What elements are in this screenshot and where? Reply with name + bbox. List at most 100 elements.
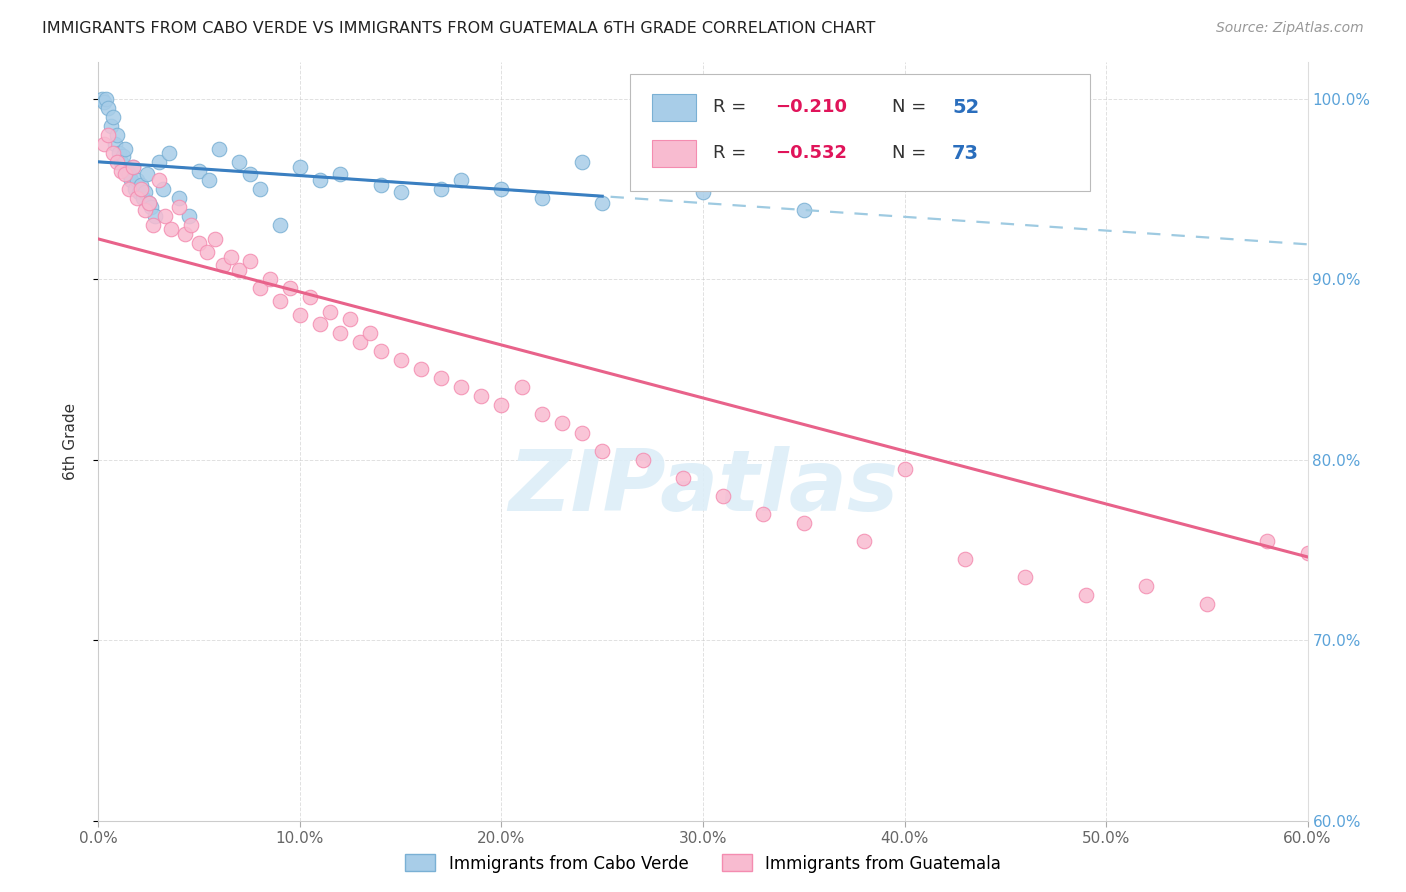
Point xyxy=(430,182,453,196)
Point xyxy=(672,470,695,484)
Point xyxy=(204,232,226,246)
Point xyxy=(651,173,673,187)
Text: Source: ZipAtlas.com: Source: ZipAtlas.com xyxy=(1216,21,1364,35)
Point xyxy=(125,191,148,205)
Text: N =: N = xyxy=(891,145,932,162)
Point xyxy=(370,178,392,193)
Text: N =: N = xyxy=(891,98,932,116)
Point xyxy=(409,362,432,376)
Point xyxy=(450,380,472,394)
Point xyxy=(389,186,412,200)
Point xyxy=(138,196,160,211)
Legend: Immigrants from Cabo Verde, Immigrants from Guatemala: Immigrants from Cabo Verde, Immigrants f… xyxy=(398,847,1008,880)
Point xyxy=(198,173,221,187)
Point xyxy=(120,173,142,187)
Point xyxy=(1014,570,1036,584)
Point xyxy=(288,308,311,322)
Point xyxy=(134,186,156,200)
Point xyxy=(530,191,553,205)
Point xyxy=(143,209,166,223)
Point xyxy=(111,149,134,163)
Point xyxy=(180,218,202,232)
Bar xyxy=(652,140,696,167)
Point xyxy=(269,218,291,232)
Point xyxy=(157,145,180,160)
Point xyxy=(142,218,165,232)
Text: ZIPatlas: ZIPatlas xyxy=(508,445,898,529)
Point xyxy=(121,160,143,174)
Y-axis label: 6th Grade: 6th Grade xyxy=(63,403,77,480)
Text: 52: 52 xyxy=(952,97,980,117)
Point xyxy=(239,167,262,181)
Point xyxy=(591,196,613,211)
Point xyxy=(1256,533,1278,548)
Point xyxy=(893,461,915,475)
Point xyxy=(97,128,120,142)
Point xyxy=(1135,579,1157,593)
Point xyxy=(793,203,815,218)
Point xyxy=(309,317,332,331)
Point xyxy=(278,281,301,295)
Point xyxy=(1296,546,1319,560)
Point xyxy=(148,173,170,187)
Point xyxy=(188,163,211,178)
Point xyxy=(329,326,352,341)
Point xyxy=(228,154,250,169)
Point xyxy=(389,353,412,368)
Point xyxy=(259,272,281,286)
Point xyxy=(491,399,513,413)
Point xyxy=(138,196,160,211)
Bar xyxy=(630,74,1090,191)
Point xyxy=(129,182,152,196)
Text: −0.532: −0.532 xyxy=(776,145,848,162)
Point xyxy=(1195,597,1218,611)
Point xyxy=(591,443,613,458)
Point xyxy=(212,258,235,272)
Point xyxy=(110,163,132,178)
Point xyxy=(853,533,876,548)
Point xyxy=(118,167,141,181)
Point xyxy=(450,173,472,187)
Point xyxy=(100,119,122,133)
Point xyxy=(491,182,513,196)
Point xyxy=(299,290,322,304)
Point xyxy=(631,452,654,467)
Point xyxy=(139,200,162,214)
Point xyxy=(132,191,155,205)
Point xyxy=(953,552,976,566)
Point xyxy=(571,425,593,440)
Point xyxy=(329,167,352,181)
Point xyxy=(793,516,815,530)
Point xyxy=(134,203,156,218)
Text: R =: R = xyxy=(713,145,752,162)
Point xyxy=(249,281,271,295)
Point xyxy=(105,128,128,142)
Point xyxy=(470,389,492,403)
Point xyxy=(96,91,118,105)
Point xyxy=(269,293,291,308)
Point xyxy=(114,142,136,156)
Point xyxy=(148,154,170,169)
Point xyxy=(228,263,250,277)
Point xyxy=(430,371,453,385)
Point xyxy=(239,254,262,268)
Point xyxy=(1074,588,1097,602)
Point xyxy=(188,235,211,250)
Point xyxy=(152,182,174,196)
Point xyxy=(115,163,138,178)
Point xyxy=(97,101,120,115)
Text: −0.210: −0.210 xyxy=(776,98,848,116)
Point xyxy=(110,154,132,169)
Point xyxy=(571,154,593,169)
Point xyxy=(360,326,382,341)
Point xyxy=(93,95,115,110)
Point xyxy=(349,335,371,350)
Point xyxy=(135,167,157,181)
Point xyxy=(114,167,136,181)
Point xyxy=(101,145,124,160)
Point xyxy=(174,227,197,241)
Point xyxy=(530,408,553,422)
Point xyxy=(711,489,734,503)
Point xyxy=(510,380,533,394)
Point xyxy=(167,191,190,205)
